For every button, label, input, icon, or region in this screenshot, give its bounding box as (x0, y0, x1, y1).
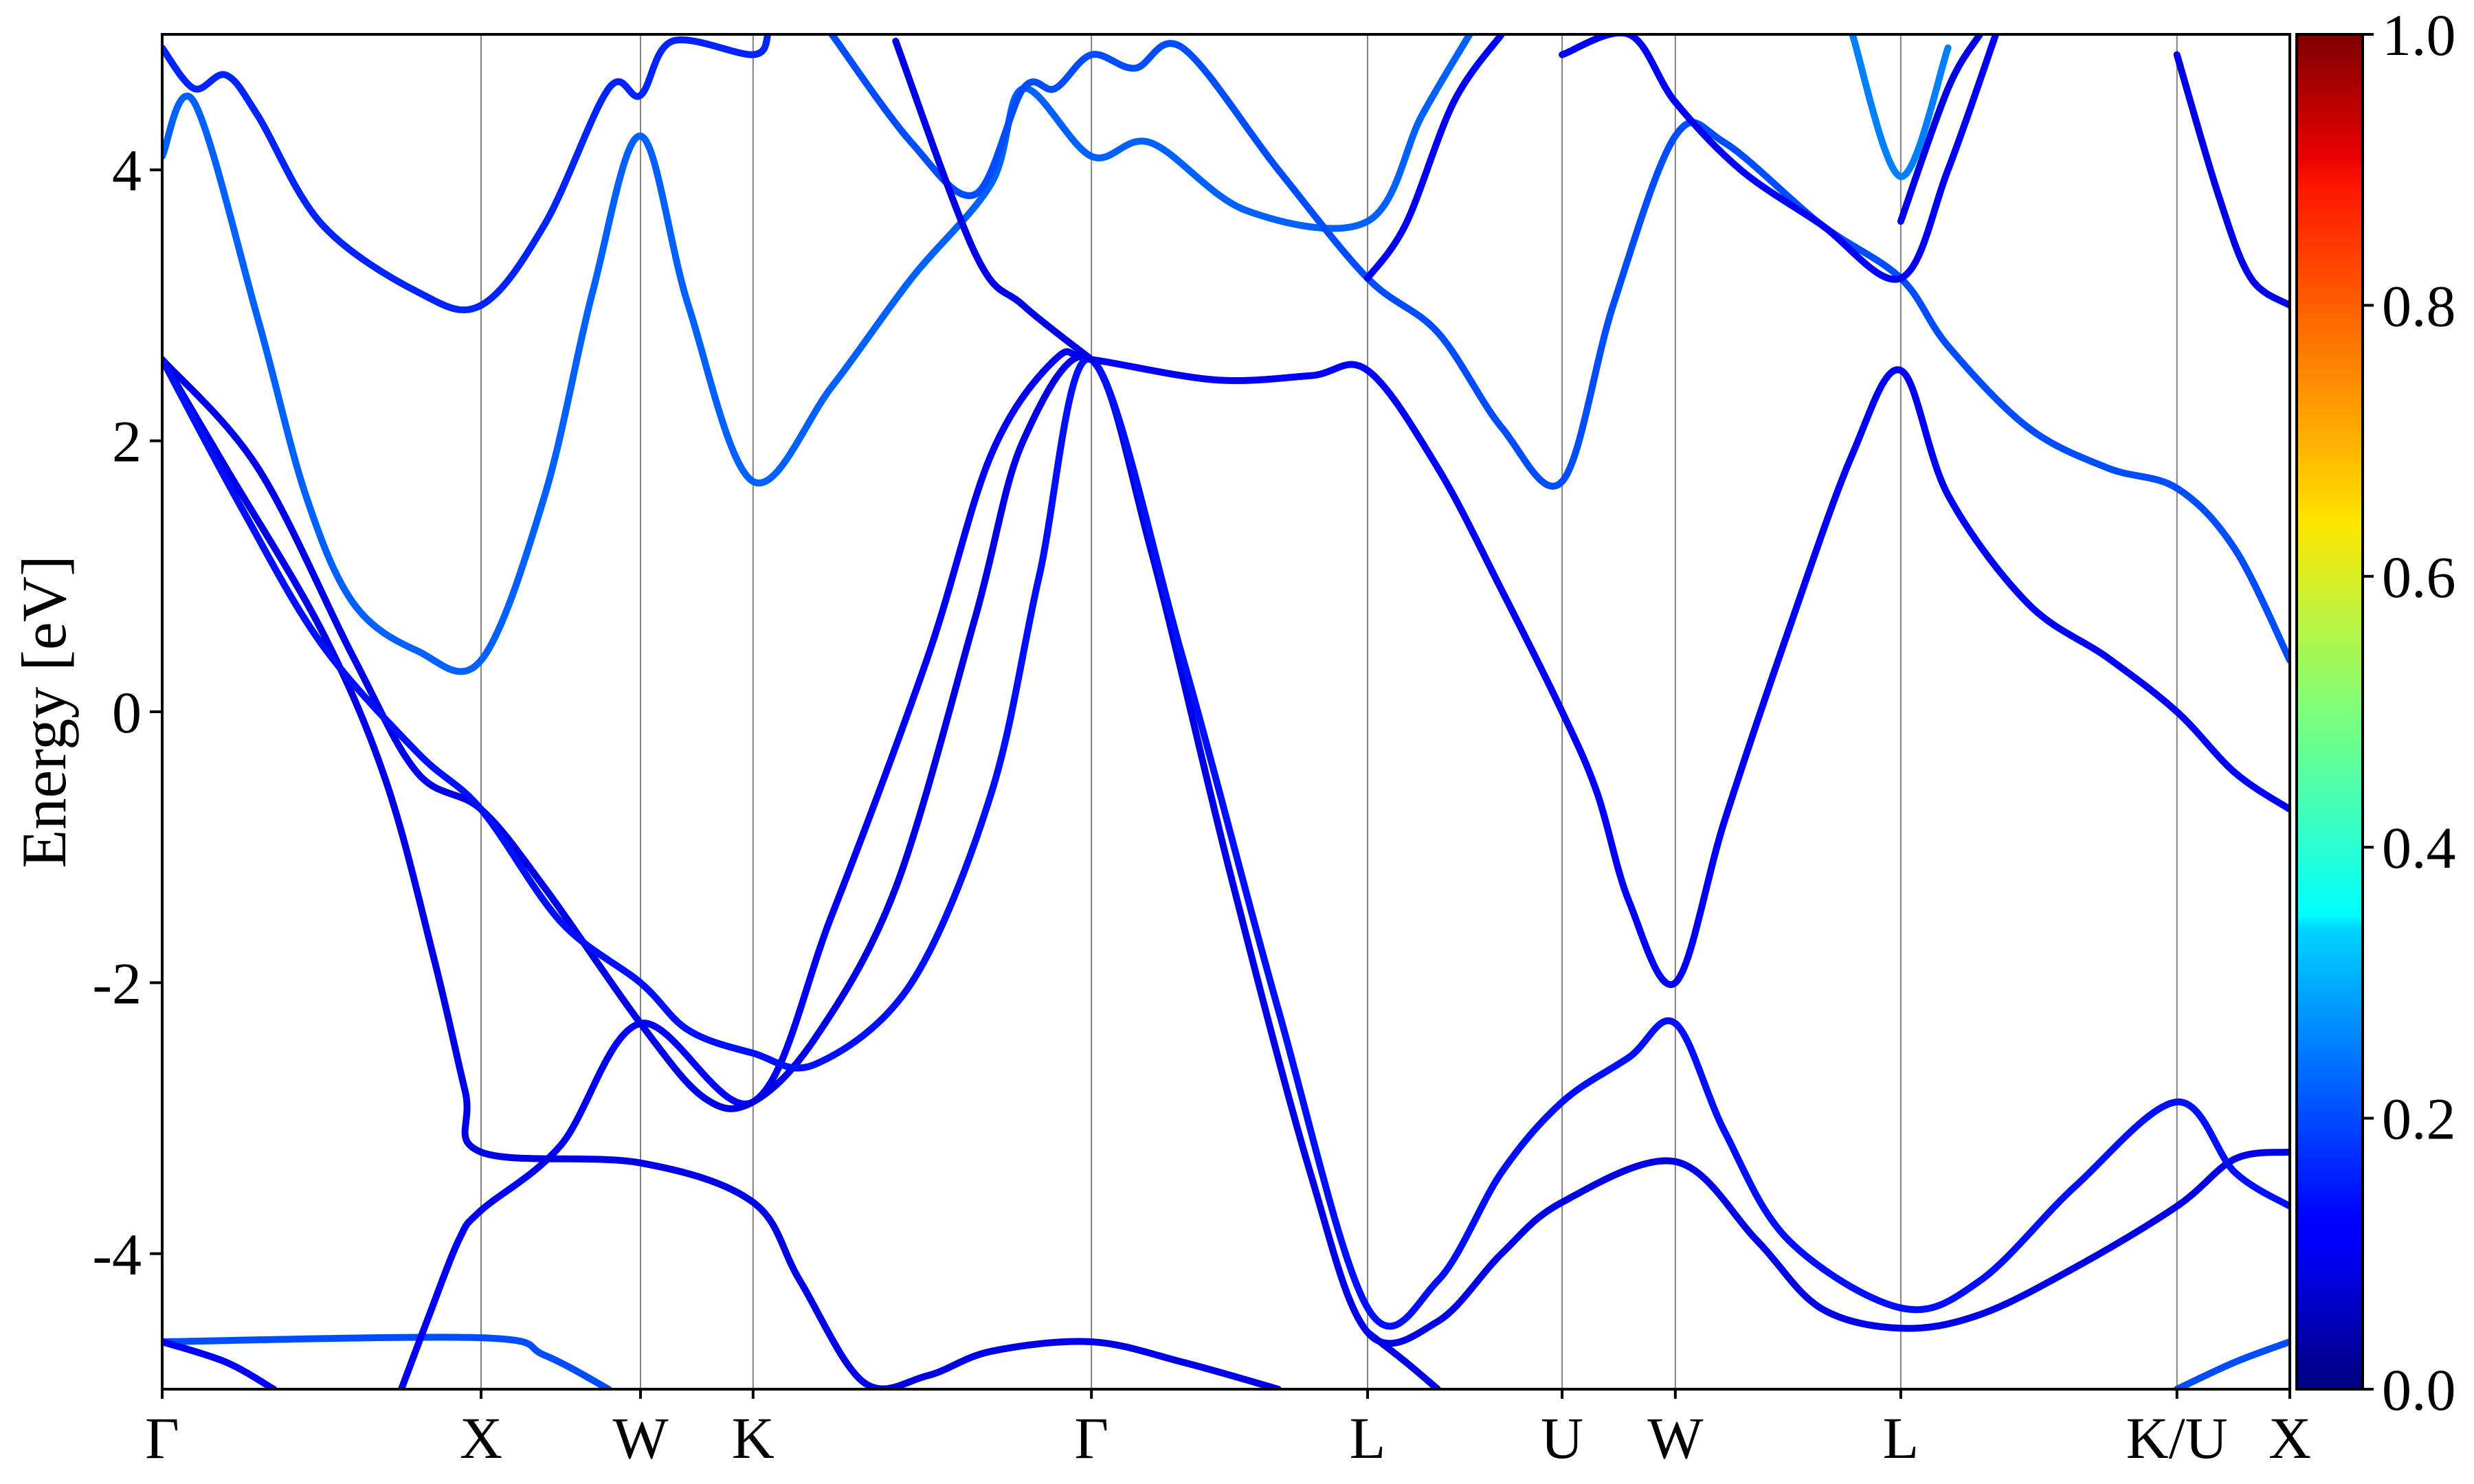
y-axis-label: Energy [eV] (9, 555, 79, 868)
y-tick-label: 2 (112, 409, 142, 475)
y-tick-label: -2 (92, 950, 142, 1016)
band-line-11 (1364, 34, 1505, 282)
band-line-3 (398, 348, 2290, 1389)
y-tick-label: 0 (112, 679, 142, 745)
band-line-10 (892, 37, 1095, 363)
colorbar-tick-label: 1.0 (2382, 2, 2456, 68)
band-line-7 (162, 34, 1473, 675)
band-line-16 (2173, 1338, 2290, 1389)
y-ticks: -4 -2 0 2 4 (92, 137, 162, 1288)
colorbar-tick-label: 0.6 (2382, 544, 2456, 610)
band-line-6 (162, 355, 2290, 1330)
x-tick-label: L (1883, 1405, 1919, 1471)
colorbar-tick-label: 0.4 (2382, 815, 2456, 881)
x-tick-label: L (1350, 1405, 1386, 1471)
colorbar: 0.0 0.2 0.4 0.6 0.8 1.0 (2295, 2, 2456, 1423)
y-tick-label: -4 (92, 1222, 142, 1288)
x-tick-label: W (1647, 1405, 1703, 1471)
colorbar-tick-label: 0.0 (2382, 1357, 2456, 1423)
band-line-1 (162, 1334, 612, 1389)
band-line-9 (828, 34, 2290, 664)
x-tick-label: K/U (2126, 1405, 2228, 1471)
colorbar-tick-label: 0.2 (2382, 1086, 2456, 1152)
x-ticks: Γ X W K Γ L U W L K/U X (145, 1389, 2311, 1471)
x-tick-label: W (612, 1405, 668, 1471)
energy-bands (162, 34, 2290, 1389)
x-tick-label: Γ (145, 1405, 179, 1471)
colorbar-ticks: 0.0 0.2 0.4 0.6 0.8 1.0 (2363, 2, 2456, 1423)
y-axis: Energy [eV] (9, 555, 79, 868)
x-tick-label: X (2269, 1405, 2311, 1471)
x-tick-label: Γ (1074, 1405, 1108, 1471)
y-tick-label: 4 (112, 137, 142, 203)
plot-area (161, 33, 2291, 1391)
band-line-12 (1559, 34, 2000, 283)
band-line-13 (1897, 34, 1983, 225)
colorbar-gradient (2295, 33, 2364, 1391)
x-tick-label: U (1541, 1405, 1583, 1471)
x-tick-label: X (460, 1405, 502, 1471)
band-line-17 (1364, 1329, 1442, 1389)
band-line-14 (1849, 34, 1952, 181)
band-line-4 (162, 356, 1282, 1389)
x-tick-label: K (732, 1405, 774, 1471)
band-line-8 (162, 34, 772, 314)
colorbar-tick-label: 0.8 (2382, 273, 2456, 339)
band-line-2 (162, 1338, 278, 1389)
band-line-15 (2173, 51, 2290, 309)
